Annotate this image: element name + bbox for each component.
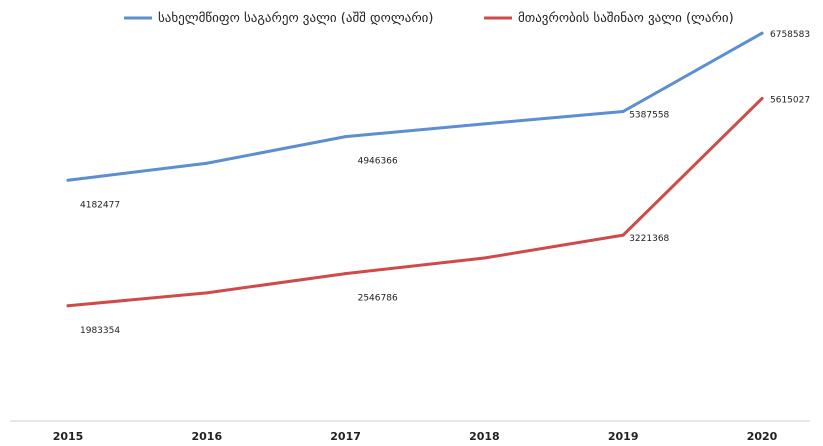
legend: სახელმწიფო საგარეო ვალი (აშშ დოლარი) მთავ… <box>124 11 734 26</box>
data-label-0-4: 5387558 <box>629 110 669 120</box>
legend-label-1: მთავრობის საშინაო ვალი (ლარი) <box>518 11 734 26</box>
data-label-1-2: 2546786 <box>358 294 398 304</box>
data-labels: 4182477 4946366 5387558 6758583 1983354 25467… <box>80 30 810 336</box>
data-label-0-2: 4946366 <box>358 157 398 167</box>
data-label-0-0: 4182477 <box>80 200 120 210</box>
data-point-1-3 <box>482 256 486 260</box>
x-axis-ticks: 2015 2016 2017 2018 2019 2020 <box>53 430 778 443</box>
data-label-1-0: 1983354 <box>80 326 120 336</box>
data-point-0-3 <box>482 122 486 126</box>
data-point-0-2 <box>344 135 348 139</box>
x-tick-label-2018: 2018 <box>469 430 500 443</box>
data-label-1-4: 3221368 <box>629 234 669 244</box>
data-point-1-2 <box>344 272 348 276</box>
series-line-1 <box>66 96 764 308</box>
x-tick-label-2017: 2017 <box>330 430 361 443</box>
legend-label-0: სახელმწიფო საგარეო ვალი (აშშ დოლარი) <box>158 11 433 26</box>
data-point-0-4 <box>621 109 625 113</box>
data-point-1-4 <box>621 233 625 237</box>
x-tick-label-2015: 2015 <box>53 430 84 443</box>
data-point-1-5 <box>760 96 764 100</box>
x-tick-label-2016: 2016 <box>191 430 222 443</box>
x-tick-label-2019: 2019 <box>608 430 639 443</box>
series-line-0 <box>66 31 764 182</box>
data-label-1-5: 5615027 <box>770 95 810 105</box>
x-tick-label-2020: 2020 <box>747 430 778 443</box>
data-point-0-1 <box>205 161 209 165</box>
series-layer <box>66 31 764 308</box>
data-point-0-0 <box>66 178 70 182</box>
data-point-0-5 <box>760 31 764 35</box>
data-point-1-0 <box>66 304 70 308</box>
data-label-0-5: 6758583 <box>770 30 810 40</box>
data-point-1-1 <box>205 291 209 295</box>
